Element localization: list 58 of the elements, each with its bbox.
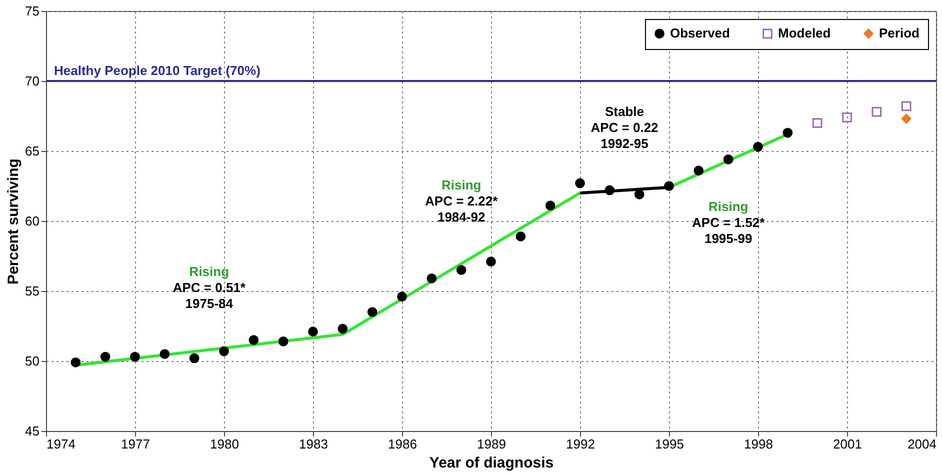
point (812, 118, 822, 128)
point (308, 326, 318, 337)
point (248, 335, 259, 345)
point (219, 346, 229, 356)
y-tick-label: 70 (25, 74, 40, 88)
point (338, 324, 348, 334)
point (634, 189, 644, 200)
point (694, 166, 704, 176)
legend-label: Observed (670, 26, 730, 41)
point (723, 154, 734, 164)
ref-line-label: Healthy People 2010 Target (70%) (54, 63, 260, 78)
x-axis-title: Year of diagnosis (429, 454, 554, 472)
y-tick-label: 50 (25, 354, 40, 368)
x-tick-label: 1989 (477, 436, 506, 452)
x-tick-label: 1995 (655, 436, 684, 452)
point (664, 181, 674, 191)
legend-label: Period (879, 26, 920, 41)
x-tick-label: 1980 (210, 436, 239, 452)
y-tick-label: 65 (25, 144, 40, 158)
point (753, 142, 763, 152)
point (456, 265, 466, 275)
point (901, 101, 912, 112)
x-tick-label: 1992 (566, 436, 595, 452)
point (160, 349, 170, 359)
point (872, 106, 882, 117)
annotation: Rising APC = 1.52* 1995-99 (692, 198, 766, 246)
x-tick-label: 1983 (299, 436, 328, 452)
annotation: Rising APC = 0.51* 1975-84 (172, 264, 246, 311)
y-tick-label: 55 (25, 284, 40, 298)
point (278, 336, 288, 346)
y-tick-label: 75 (25, 4, 40, 18)
x-tick-label: 1977 (121, 436, 150, 452)
point (782, 128, 793, 138)
point (842, 112, 852, 122)
point (575, 178, 585, 188)
y-tick-label: 60 (25, 214, 40, 228)
y-tick-label: 45 (25, 424, 40, 438)
x-tick-label: 2004 (908, 436, 936, 452)
point (516, 231, 526, 242)
point (70, 357, 81, 368)
y-axis-title: Percent surviving (5, 158, 22, 284)
point (189, 353, 200, 364)
x-tick-label: 1974 (46, 436, 76, 452)
point (397, 292, 407, 302)
annotation: Rising APC = 2.22* 1984-92 (425, 178, 499, 225)
point (901, 114, 912, 124)
x-tick-label: 2001 (833, 436, 862, 452)
point (486, 256, 496, 267)
point (604, 185, 615, 196)
x-tick-label: 1998 (744, 436, 773, 452)
point (545, 200, 556, 211)
x-tick-label: 1986 (388, 436, 417, 452)
point (367, 307, 378, 317)
legend-label: Modeled (778, 26, 831, 41)
point (130, 352, 140, 362)
point (100, 352, 110, 362)
annotation: Stable APC = 0.22 1992-95 (590, 104, 658, 152)
point (426, 273, 437, 284)
